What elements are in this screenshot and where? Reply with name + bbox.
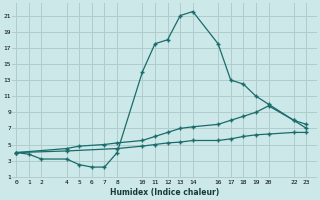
X-axis label: Humidex (Indice chaleur): Humidex (Indice chaleur) — [110, 188, 219, 197]
